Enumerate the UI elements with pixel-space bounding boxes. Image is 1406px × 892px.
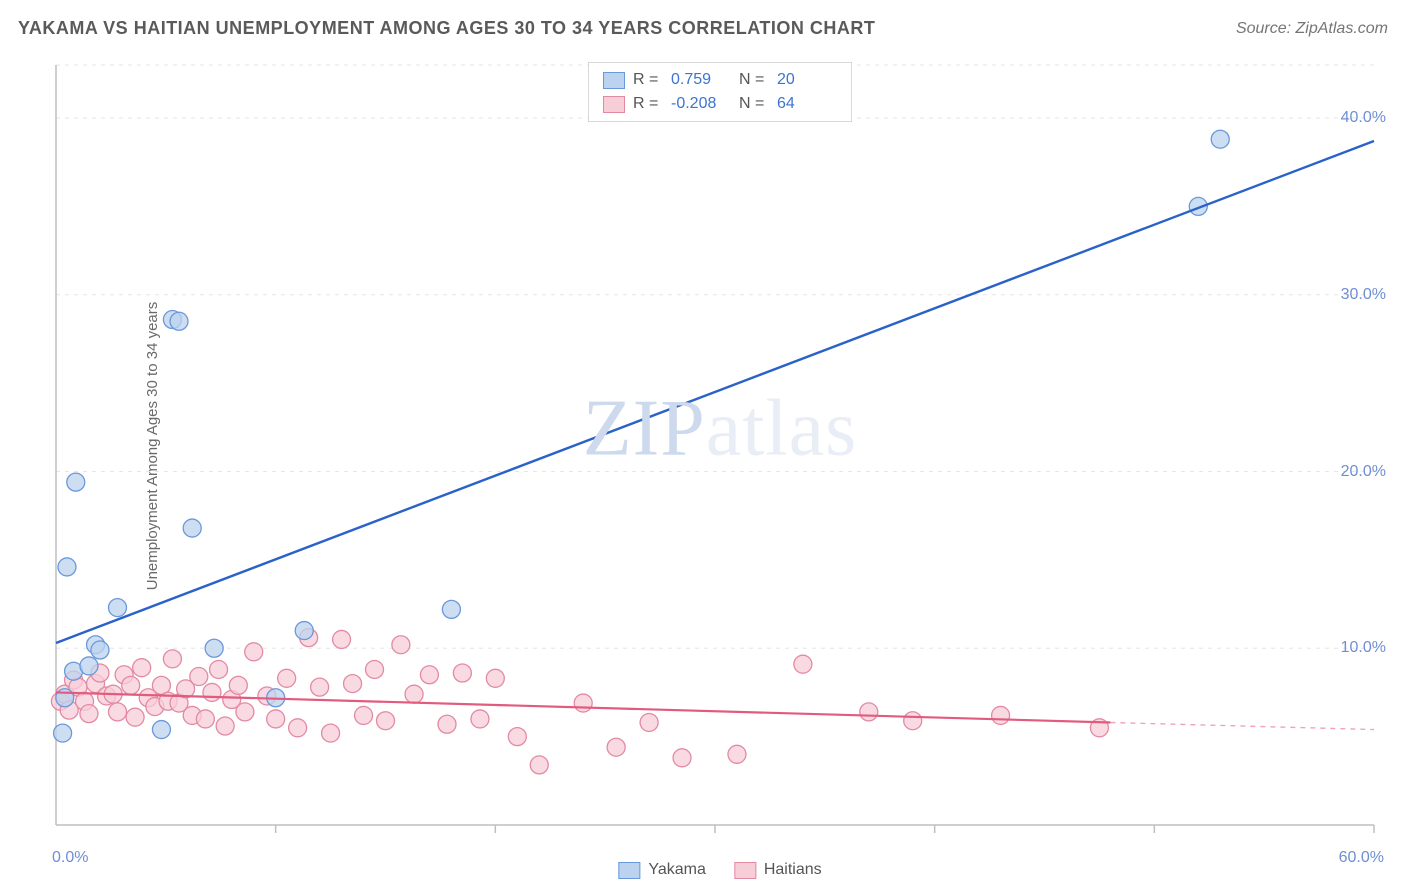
legend-series-label: Haitians (764, 861, 822, 879)
legend-correlation-row: R = 0.759 N = 20 (603, 68, 837, 92)
y-tick-label: 30.0% (1341, 286, 1386, 304)
legend-swatch (603, 96, 625, 113)
legend-correlation-row: R = -0.208 N = 64 (603, 92, 837, 116)
y-tick-label: 10.0% (1341, 639, 1386, 657)
legend-n-value: 64 (777, 92, 837, 116)
legend-r-label: R = (633, 92, 663, 116)
legend-swatch (603, 72, 625, 89)
y-tick-label: 40.0% (1341, 109, 1386, 127)
x-tick-label: 0.0% (52, 849, 88, 867)
scatter-plot (50, 55, 1390, 835)
legend-series-label: Yakama (648, 861, 706, 879)
legend-series-item: Yakama (618, 861, 706, 879)
series-legend: Yakama Haitians (618, 861, 821, 879)
legend-n-value: 20 (777, 68, 837, 92)
legend-series-item: Haitians (734, 861, 822, 879)
legend-r-value: 0.759 (671, 68, 731, 92)
y-tick-label: 20.0% (1341, 463, 1386, 481)
legend-r-value: -0.208 (671, 92, 731, 116)
header: YAKAMA VS HAITIAN UNEMPLOYMENT AMONG AGE… (18, 18, 1388, 39)
legend-swatch (618, 862, 640, 879)
correlation-legend: R = 0.759 N = 20 R = -0.208 N = 64 (588, 62, 852, 122)
legend-swatch (734, 862, 756, 879)
source-attribution: Source: ZipAtlas.com (1236, 20, 1388, 38)
legend-n-label: N = (739, 68, 769, 92)
legend-r-label: R = (633, 68, 663, 92)
chart-title: YAKAMA VS HAITIAN UNEMPLOYMENT AMONG AGE… (18, 18, 875, 39)
x-tick-label: 60.0% (1324, 849, 1384, 867)
legend-n-label: N = (739, 92, 769, 116)
chart-area: ZIPatlas R =0.759N =20R =-0.208N =64 Yak… (50, 55, 1390, 835)
